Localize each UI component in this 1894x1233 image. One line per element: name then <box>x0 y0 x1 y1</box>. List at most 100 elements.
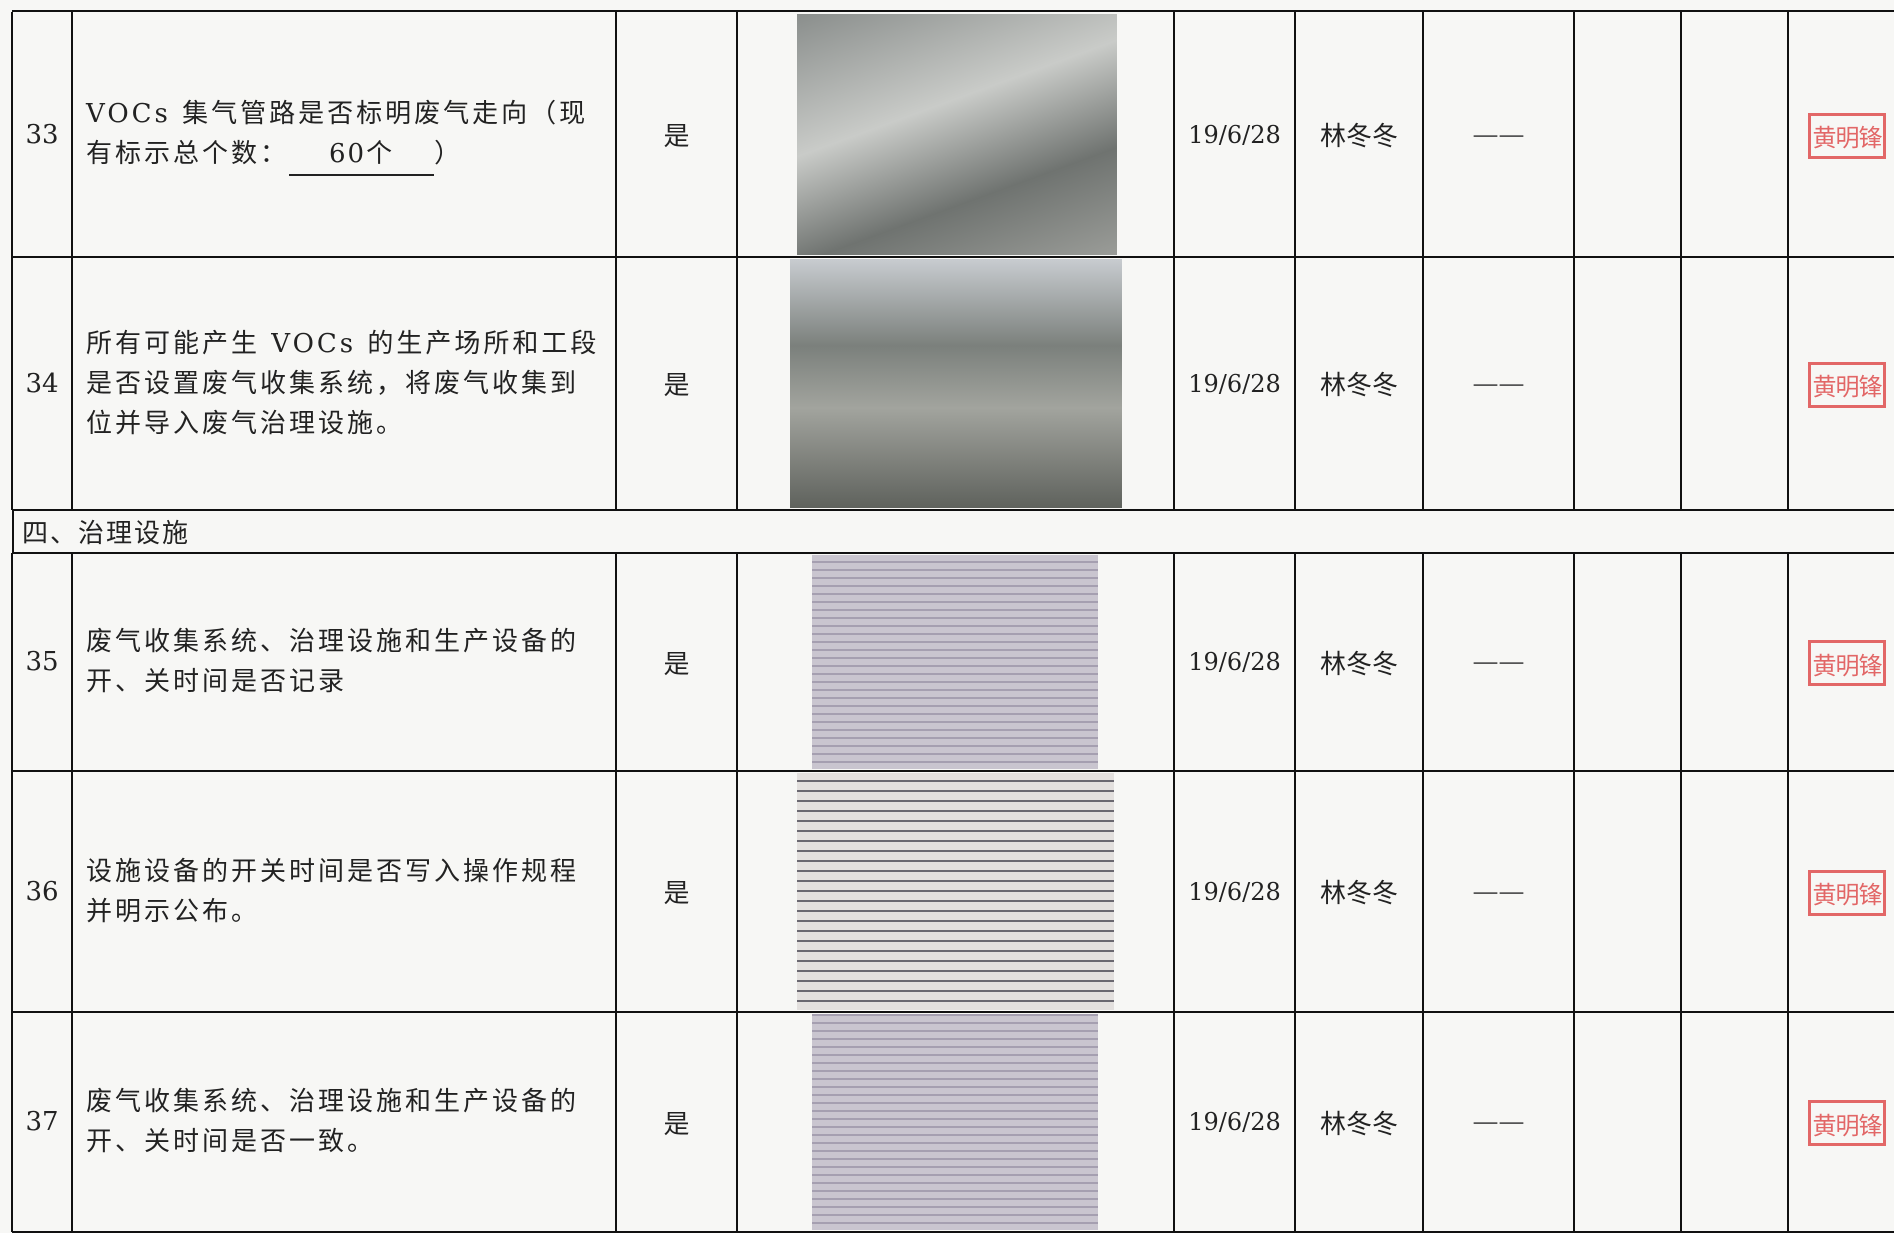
date: 19/6/28 <box>1188 1108 1281 1136</box>
h-line <box>12 10 1894 12</box>
v-line <box>736 771 738 1012</box>
v-line <box>1573 553 1575 771</box>
result: —— <box>1472 1107 1525 1137</box>
date: 19/6/28 <box>1188 369 1281 398</box>
person: 林冬冬 <box>1319 1109 1398 1140</box>
seal: 黄明锋 <box>1808 112 1886 159</box>
item-content: VOCs 集气管路是否标明废气走向（现有标示总个数： 60个） <box>86 94 600 176</box>
person: 林冬冬 <box>1319 649 1398 680</box>
answer: 是 <box>663 371 690 401</box>
row-number: 34 <box>25 368 59 399</box>
v-line <box>1422 257 1424 510</box>
person: 林冬冬 <box>1319 122 1398 152</box>
seal: 黄明锋 <box>1808 1100 1886 1146</box>
date: 19/6/28 <box>1188 648 1281 676</box>
v-line <box>1787 12 1789 257</box>
v-line <box>615 553 617 771</box>
v-line <box>71 1012 73 1232</box>
v-line <box>736 1012 738 1232</box>
row-number: 35 <box>25 647 59 677</box>
v-line <box>71 12 73 257</box>
v-line <box>11 553 13 771</box>
photo <box>790 259 1122 508</box>
v-line <box>11 771 13 1012</box>
v-line <box>1422 553 1424 771</box>
photo <box>812 555 1098 769</box>
item-text: 废气收集系统、治理设施和生产设备的开、关时间是否记录 <box>72 553 616 771</box>
v-line <box>1422 1012 1424 1232</box>
item-content: 废气收集系统、治理设施和生产设备的开、关时间是否记录 <box>86 627 580 697</box>
v-line <box>615 1012 617 1232</box>
h-line <box>12 770 1894 772</box>
v-line <box>615 257 617 510</box>
date: 19/6/28 <box>1188 877 1281 906</box>
v-line <box>736 12 738 257</box>
v-line <box>1680 553 1682 771</box>
row-number: 36 <box>25 876 59 907</box>
item-content: 所有可能产生 VOCs 的生产场所和工段是否设置废气收集系统，将废气收集到位并导… <box>86 328 600 439</box>
v-line <box>71 553 73 771</box>
item-prefix: VOCs 集气管路是否标明废气走向（现有标示总个数： <box>86 98 589 169</box>
v-line <box>1573 12 1575 257</box>
v-line <box>1294 257 1296 510</box>
result: —— <box>1472 876 1525 907</box>
row-number: 37 <box>25 1107 59 1137</box>
photo <box>812 1014 1098 1230</box>
v-line <box>1294 771 1296 1012</box>
answer: 是 <box>663 1109 690 1140</box>
item-content: 设施设备的开关时间是否写入操作规程并明示公布。 <box>86 856 580 927</box>
answer: 是 <box>663 879 690 909</box>
result: —— <box>1472 368 1525 399</box>
v-line <box>11 257 13 510</box>
v-line <box>1573 257 1575 510</box>
v-line <box>1173 553 1175 771</box>
date: 19/6/28 <box>1188 120 1281 149</box>
v-line <box>1787 771 1789 1012</box>
v-line <box>1173 12 1175 257</box>
h-line <box>12 552 1894 554</box>
h-line <box>12 1011 1894 1013</box>
item-content: 废气收集系统、治理设施和生产设备的开、关时间是否一致。 <box>86 1087 580 1157</box>
answer: 是 <box>663 122 690 152</box>
v-line <box>1294 1012 1296 1232</box>
seal: 黄明锋 <box>1808 361 1886 408</box>
item-text: 设施设备的开关时间是否写入操作规程并明示公布。 <box>72 771 616 1012</box>
person: 林冬冬 <box>1319 879 1398 909</box>
seal: 黄明锋 <box>1808 869 1886 916</box>
item-suffix: ） <box>434 138 464 169</box>
v-line <box>736 553 738 771</box>
h-line <box>12 509 1894 511</box>
v-line <box>1787 553 1789 771</box>
v-line <box>736 257 738 510</box>
v-line <box>1680 771 1682 1012</box>
result: —— <box>1472 119 1525 150</box>
v-line <box>11 12 13 257</box>
v-line <box>71 257 73 510</box>
result: —— <box>1472 647 1525 677</box>
section-title: 四、治理设施 <box>22 519 191 549</box>
item-text: VOCs 集气管路是否标明废气走向（现有标示总个数： 60个） <box>72 12 616 257</box>
photo <box>797 14 1117 255</box>
item-text: 所有可能产生 VOCs 的生产场所和工段是否设置废气收集系统，将废气收集到位并导… <box>72 257 616 510</box>
v-line <box>1173 1012 1175 1232</box>
v-line <box>1173 257 1175 510</box>
v-line <box>1680 1012 1682 1232</box>
v-line <box>1422 12 1424 257</box>
v-line <box>1173 771 1175 1012</box>
v-line <box>12 510 14 553</box>
answer: 是 <box>663 649 690 680</box>
row-number: 33 <box>25 119 59 150</box>
v-line <box>1573 1012 1575 1232</box>
v-line <box>615 771 617 1012</box>
v-line <box>1787 1012 1789 1232</box>
v-line <box>615 12 617 257</box>
person: 林冬冬 <box>1319 371 1398 401</box>
v-line <box>1294 12 1296 257</box>
item-text: 废气收集系统、治理设施和生产设备的开、关时间是否一致。 <box>72 1012 616 1232</box>
photo <box>797 773 1114 1010</box>
v-line <box>1422 771 1424 1012</box>
seal: 黄明锋 <box>1808 640 1886 686</box>
v-line <box>1573 771 1575 1012</box>
v-line <box>1680 12 1682 257</box>
